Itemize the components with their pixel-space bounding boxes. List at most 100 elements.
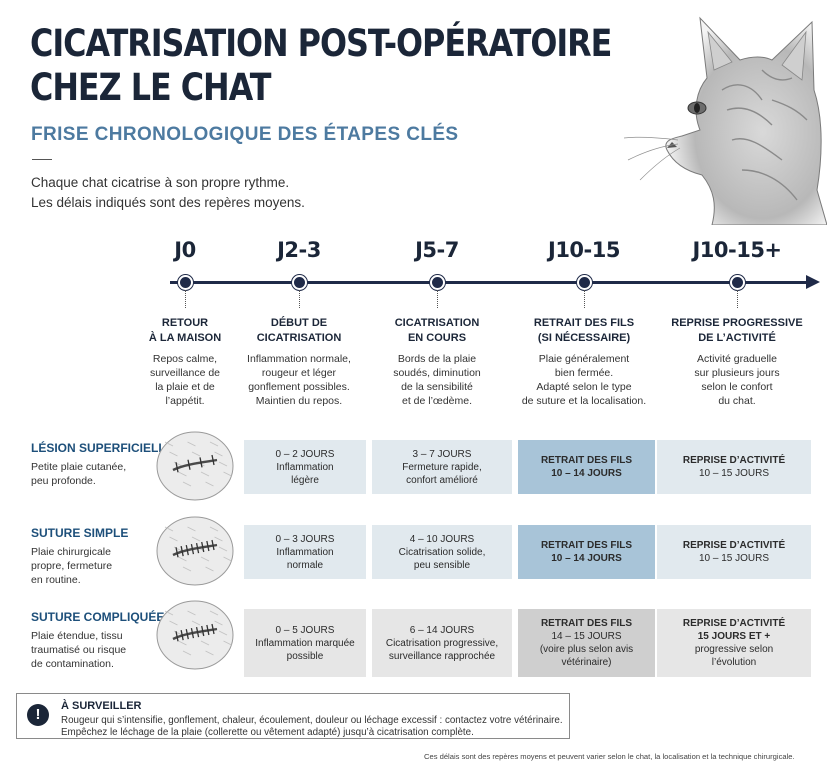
timeline-dot xyxy=(178,275,193,290)
footnote: Ces délais sont des repères moyens et pe… xyxy=(424,752,795,761)
alert-line-1: Rougeur qui s’intensifie, gonflement, ch… xyxy=(61,715,563,726)
timeline-dot xyxy=(292,275,307,290)
stage-title: (SI NÉCESSAIRE) xyxy=(537,332,631,344)
stage-description-line: gonflement possibles. xyxy=(248,381,350,393)
phase-cell-line: vétérinaire) xyxy=(561,657,612,668)
stage-description-line: sur plusieurs jours xyxy=(694,367,780,379)
row-description: Plaie étendue, tissu traumatisé ou risque… xyxy=(31,629,126,671)
phase-cell-line: progressive selon xyxy=(694,644,774,655)
phase-cell-line: l’évolution xyxy=(711,657,757,668)
alert-title: À SURVEILLER xyxy=(61,700,142,712)
wound-closeup-icon xyxy=(155,599,235,671)
phase-cell-line: normale xyxy=(286,559,324,571)
phase-cell: 0 – 2 JOURS Inflammation légère xyxy=(244,440,366,494)
stage-title: RETRAIT DES FILS xyxy=(533,317,635,329)
phase-cell-title: 0 – 5 JOURS xyxy=(275,624,335,636)
phase-cell-line: possible xyxy=(286,650,324,662)
stage-description-line: bien fermée. xyxy=(554,367,614,379)
timeline-dot xyxy=(577,275,592,290)
phase-cell-line: surveillance rapprochée xyxy=(388,650,496,662)
row-description-line: Petite plaie cutanée, xyxy=(31,461,127,473)
phase-cell: RETRAIT DES FILS 10 – 14 JOURS xyxy=(518,440,655,494)
timeline-connector xyxy=(437,290,438,308)
phase-cell-line: confort amélioré xyxy=(406,474,478,486)
title-line-2: CHEZ LE CHAT xyxy=(30,66,271,109)
phase-cell-title: RETRAIT DES FILS xyxy=(540,540,633,551)
stage-description-line: Activité graduelle xyxy=(697,353,777,365)
row-description-line: traumatisé ou risque xyxy=(31,644,127,656)
stage-description: Bords de la plaie soudés, diminution de la… xyxy=(367,352,507,408)
intro-text: Chaque chat cicatrise à son propre rythm… xyxy=(31,173,305,213)
stage-block: RETRAIT DES FILS (SI NÉCESSAIRE) Plaie gén… xyxy=(514,316,654,408)
stage-description: Activité graduelle sur plusieurs jours sel… xyxy=(667,352,807,408)
timeline-connector xyxy=(737,290,738,308)
timeline-label: J5-7 xyxy=(415,238,459,262)
phase-cell-title: 3 – 7 JOURS xyxy=(412,448,472,460)
phase-cell-title: RETRAIT DES FILS xyxy=(540,618,633,629)
phase-cell-line: Fermeture rapide, xyxy=(402,461,482,473)
phase-cell: RETRAIT DES FILS 14 – 15 JOURS (voire plus… xyxy=(518,609,655,677)
stage-description-line: Bords de la plaie xyxy=(397,353,477,365)
stage-title: EN COURS xyxy=(407,332,467,344)
stage-description: Inflammation normale, rougeur et léger gon… xyxy=(229,352,369,408)
phase-cell-line: légère xyxy=(291,474,319,486)
timeline-dot xyxy=(430,275,445,290)
page-title: CICATRISATION POST-OPÉRATOIRE CHEZ LE CH… xyxy=(30,22,612,110)
row-description: Petite plaie cutanée, peu profonde. xyxy=(31,460,126,488)
phase-cell: 0 – 5 JOURS Inflammation marquée possible xyxy=(244,609,366,677)
timeline-axis xyxy=(170,281,810,284)
stage-title: REPRISE PROGRESSIVE xyxy=(671,317,803,329)
wound-closeup-icon xyxy=(155,430,235,502)
row-description-line: de contamination. xyxy=(31,658,114,670)
stage-description: Plaie généralement bien fermée. Adapté sel… xyxy=(514,352,654,408)
stage-description-line: du chat. xyxy=(718,395,756,407)
timeline-dot xyxy=(730,275,745,290)
phase-cell-line: 15 JOURS ET + xyxy=(697,631,771,642)
cat-portrait-icon xyxy=(623,16,827,225)
phase-cell: 4 – 10 JOURS Cicatrisation solide, peu sen… xyxy=(372,525,512,579)
timeline-label: J10-15 xyxy=(548,238,620,262)
divider xyxy=(32,159,52,160)
row-description: Plaie chirurgicale propre, fermeture en ro… xyxy=(31,545,112,587)
stage-title: DÉBUT DE xyxy=(270,317,328,329)
stage-description-line: Adapté selon le type xyxy=(536,381,632,393)
stage-title: CICATRISATION xyxy=(394,317,480,329)
timeline-label: J10-15+ xyxy=(692,238,782,262)
timeline-connector xyxy=(584,290,585,308)
row-description-line: Plaie étendue, tissu xyxy=(31,630,123,642)
timeline-connector xyxy=(185,290,186,308)
exclamation-icon: ! xyxy=(27,704,49,726)
stage-description-line: la plaie et de xyxy=(155,381,215,393)
phase-cell-title: 4 – 10 JOURS xyxy=(409,533,475,545)
timeline-label: J0 xyxy=(174,238,196,262)
timeline-label: J2-3 xyxy=(277,238,321,262)
stage-description-line: surveillance de xyxy=(149,367,221,379)
stage-description-line: de la sensibilité xyxy=(401,381,473,393)
stage-description-line: et de l’œdème. xyxy=(401,395,473,407)
title-line-1: CICATRISATION POST-OPÉRATOIRE xyxy=(30,22,612,65)
timeline-connector xyxy=(299,290,300,308)
stage-block: RETOUR À LA MAISON Repos calme, surveillanc… xyxy=(115,316,255,408)
phase-cell: REPRISE D’ACTIVITÉ 10 – 15 JOURS xyxy=(657,525,811,579)
stage-description-line: Inflammation normale, xyxy=(247,353,351,365)
phase-cell-title: RETRAIT DES FILS xyxy=(540,455,633,466)
row-description-line: en routine. xyxy=(31,574,81,586)
stage-description-line: de suture et la localisation. xyxy=(521,395,647,407)
stage-description-line: soudés, diminution xyxy=(393,367,481,379)
phase-cell-line: 10 – 15 JOURS xyxy=(698,468,770,479)
row-description-line: Plaie chirurgicale xyxy=(31,546,111,558)
alert-box: ! À SURVEILLER Rougeur qui s’intensifie,… xyxy=(16,693,570,739)
stage-title: À LA MAISON xyxy=(148,332,222,344)
stage-description-line: Plaie généralement xyxy=(538,353,630,365)
stage-block: CICATRISATION EN COURS Bords de la plaie so… xyxy=(367,316,507,408)
stage-description-line: l’appétit. xyxy=(165,395,205,407)
stage-title: RETOUR xyxy=(161,317,209,329)
phase-cell-line: Inflammation xyxy=(276,546,334,558)
phase-cell: RETRAIT DES FILS 10 – 14 JOURS xyxy=(518,525,655,579)
phase-cell-line: (voire plus selon avis xyxy=(539,644,634,655)
stage-description: Repos calme, surveillance de la plaie et d… xyxy=(115,352,255,408)
phase-cell-title: REPRISE D’ACTIVITÉ xyxy=(682,618,786,629)
phase-cell: 3 – 7 JOURS Fermeture rapide, confort amél… xyxy=(372,440,512,494)
row-title: SUTURE SIMPLE xyxy=(31,526,129,540)
stage-title: DE L’ACTIVITÉ xyxy=(698,332,776,344)
